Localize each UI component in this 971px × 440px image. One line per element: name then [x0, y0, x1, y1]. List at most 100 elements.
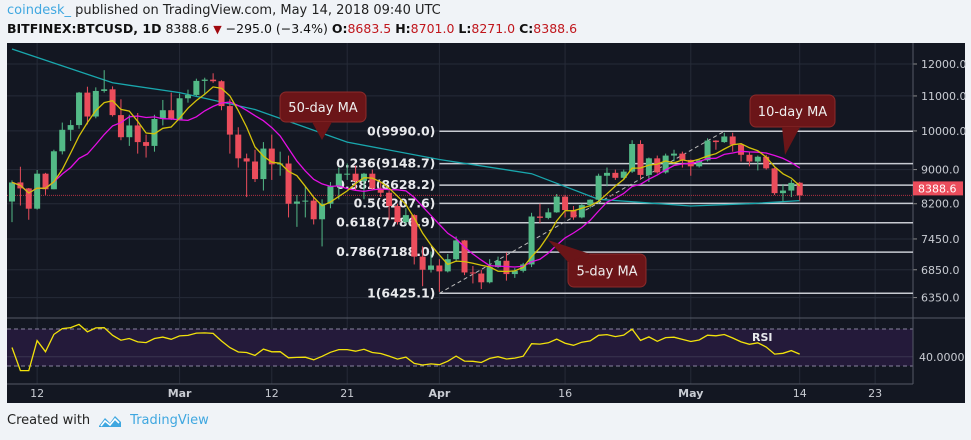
callout-label: 10-day MA: [758, 105, 827, 120]
candle-body: [293, 201, 300, 204]
candle-body: [310, 200, 317, 220]
price-tick-label: 6350.0: [921, 292, 960, 305]
candle-body: [243, 158, 250, 162]
time-tick-label: 16: [558, 387, 572, 400]
candle: [34, 169, 41, 210]
candle-body: [679, 153, 686, 160]
candle: [645, 157, 652, 183]
candle: [578, 203, 585, 219]
candle: [453, 236, 460, 262]
candle-body: [92, 90, 99, 117]
candle-body: [193, 80, 200, 95]
candle: [771, 167, 778, 195]
candle-body: [620, 171, 627, 178]
price-tick-label: 7450.0: [921, 233, 960, 246]
candle-body: [796, 182, 803, 196]
candle: [235, 127, 242, 168]
candle-body: [101, 89, 108, 91]
candle-body: [453, 240, 460, 260]
last-price-badge: [913, 181, 963, 196]
symbol-name: BITFINEX:BTCUSD, 1D: [7, 21, 162, 36]
candle-body: [771, 168, 778, 194]
candle-body: [536, 216, 543, 218]
time-tick-label: Mar: [168, 387, 192, 400]
candle: [671, 149, 678, 162]
close-value: 8388.6: [533, 21, 578, 36]
candle-body: [578, 205, 585, 218]
candle: [302, 186, 309, 218]
candle: [511, 268, 518, 278]
candle-body: [570, 210, 577, 218]
candle: [603, 167, 610, 187]
candle-body: [59, 129, 66, 152]
candle: [545, 208, 552, 220]
candle-body: [319, 203, 326, 220]
candle-body: [637, 143, 644, 175]
candle: [486, 259, 493, 284]
candle: [59, 122, 66, 155]
ma-callout: 50-day MA: [279, 91, 367, 140]
candle-body: [168, 110, 175, 120]
rsi-line: [11, 323, 800, 372]
publisher-link[interactable]: coindesk_: [7, 3, 72, 18]
candle-body: [712, 140, 719, 143]
candle-body: [461, 240, 468, 273]
candle: [754, 155, 761, 171]
candle-body: [268, 148, 275, 165]
fib-level-label: 1(6425.1): [367, 285, 435, 300]
ma50-line: [11, 48, 800, 207]
candle: [92, 87, 99, 119]
candle-body: [50, 151, 57, 190]
candle-body: [34, 173, 41, 209]
candle: [243, 153, 250, 198]
candle-body: [428, 265, 434, 270]
candle-body: [210, 79, 217, 82]
time-tick-label: 12: [30, 387, 44, 400]
candle: [612, 169, 619, 180]
candle: [587, 199, 594, 209]
candle: [260, 142, 267, 191]
candle: [419, 246, 426, 287]
price-tick-label: 10000.0: [921, 125, 967, 138]
candle: [712, 140, 719, 150]
candle-body: [587, 199, 594, 206]
candle-body: [335, 173, 342, 187]
time-tick-label: 12: [265, 387, 279, 400]
candle: [394, 203, 401, 225]
tradingview-link[interactable]: TradingView: [130, 413, 209, 428]
candle-body: [218, 81, 225, 107]
candle-body: [184, 94, 191, 99]
candle: [629, 140, 636, 173]
fib-level-label: 0.5(8207.6): [354, 195, 436, 210]
candle-body: [143, 142, 150, 146]
candle: [352, 165, 359, 191]
candle: [637, 140, 644, 180]
candle-body: [25, 188, 32, 209]
candle-body: [528, 216, 535, 265]
candle-body: [42, 173, 49, 190]
candle: [335, 167, 342, 200]
candle: [595, 173, 602, 204]
candle-body: [779, 190, 786, 194]
candle-body: [721, 136, 728, 143]
last-price-badge-label: 8388.6: [918, 182, 957, 195]
candle-body: [444, 259, 451, 272]
candle-body: [9, 182, 15, 202]
candle: [76, 91, 83, 129]
candle-body: [411, 215, 418, 257]
candle: [528, 212, 535, 268]
rsi-label: RSI: [752, 331, 773, 344]
price-tick-label: 6850.0: [921, 264, 960, 277]
candle-body: [126, 125, 133, 138]
candle: [210, 73, 217, 83]
candle: [168, 92, 175, 121]
callout-label: 5-day MA: [576, 265, 637, 280]
candle-body: [252, 161, 259, 180]
candle: [143, 134, 150, 158]
candle-body: [260, 148, 267, 180]
candle-body: [176, 98, 183, 120]
candle: [285, 155, 292, 218]
candle: [134, 113, 141, 154]
time-tick-label: 14: [793, 387, 807, 400]
